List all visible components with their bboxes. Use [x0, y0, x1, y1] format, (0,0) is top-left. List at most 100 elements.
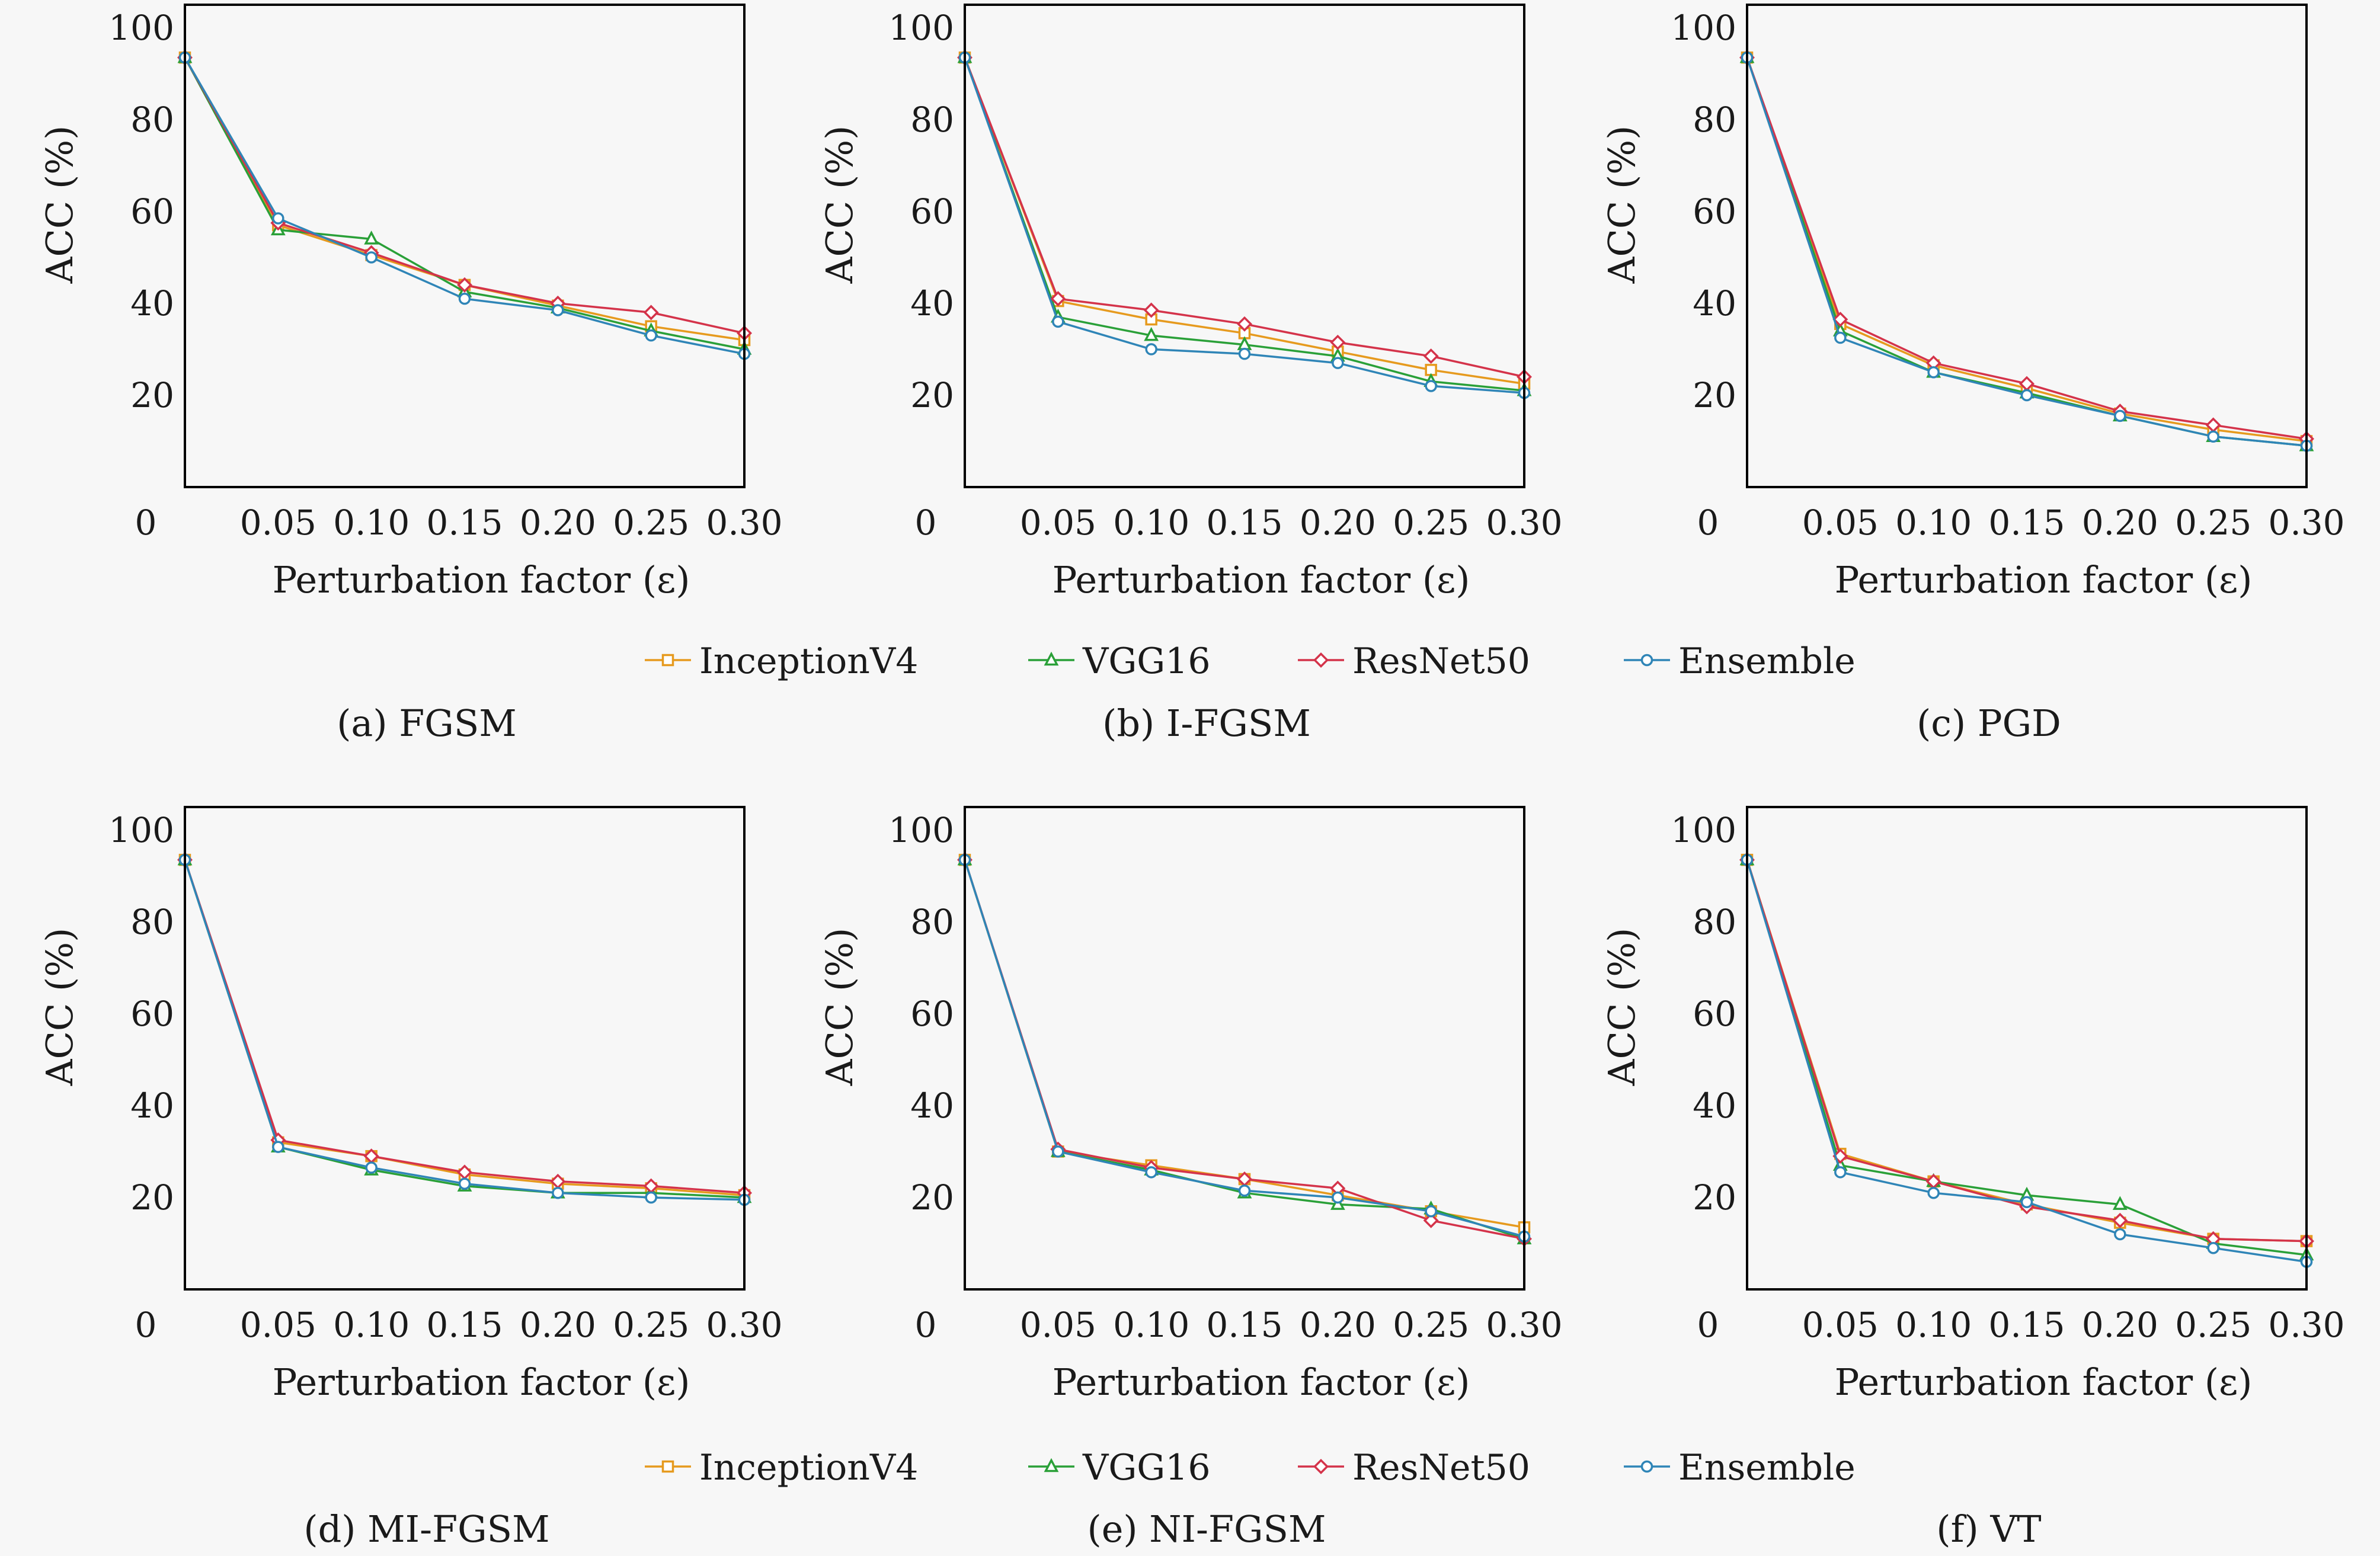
legend-item: Ensemble — [1624, 1447, 1856, 1488]
legend-marker — [661, 1460, 674, 1473]
legend-marker — [1313, 652, 1329, 668]
x-axis-label: Perturbation factor (ε) — [1053, 1360, 1470, 1404]
legend-label: Ensemble — [1678, 1447, 1856, 1488]
x-axis-label: Perturbation factor (ε) — [273, 558, 690, 601]
legend-marker — [1640, 654, 1653, 667]
x-tick-label: 0.30 — [706, 1305, 782, 1345]
x-tick-label: 0.15 — [1206, 1305, 1282, 1345]
legend-label: ResNet50 — [1352, 641, 1530, 682]
data-point — [1832, 312, 1848, 328]
data-point — [552, 1186, 564, 1199]
data-point — [458, 292, 471, 305]
data-point — [1052, 315, 1064, 328]
chart-panel: 20 40 60 80 100 0 0.05 0.10 0.15 0.20 0.25 0.30 Pert… — [38, 4, 783, 745]
series-group — [178, 51, 751, 360]
chart-panel: 20 40 60 80 100 0 0.05 0.10 0.15 0.20 0.25 0.30 Pert… — [38, 806, 783, 1551]
x-tick-label: 0.10 — [1113, 502, 1189, 543]
data-point — [1050, 291, 1066, 307]
data-point — [1237, 316, 1252, 332]
data-point — [1332, 357, 1344, 369]
plot-frame — [1746, 4, 2308, 488]
y-axis-label: ACC (%) — [1600, 126, 1643, 284]
legend-item: ResNet50 — [1298, 641, 1530, 682]
series-group — [178, 853, 751, 1202]
x-tick-label: 0 — [915, 1305, 937, 1345]
y-tick-label: 60 — [910, 994, 954, 1034]
data-point — [365, 251, 378, 264]
y-tick-label: 60 — [1693, 994, 1736, 1034]
data-point — [2112, 1212, 2128, 1228]
legend: InceptionV4 VGG16 ResNet50 Ensemble — [645, 1447, 1856, 1488]
legend-item: VGG16 — [1028, 1447, 1211, 1488]
x-tick-label: 0.20 — [520, 1305, 596, 1345]
plot-frame — [964, 806, 1525, 1291]
y-tick-label: 60 — [1693, 191, 1736, 232]
y-tick-label: 80 — [910, 100, 954, 140]
data-point — [457, 277, 472, 293]
y-tick-label: 80 — [1693, 100, 1736, 140]
x-tick-label: 0.25 — [613, 502, 689, 543]
series-group — [957, 49, 1532, 396]
x-tick-label: 0 — [135, 1305, 157, 1345]
legend-label: InceptionV4 — [699, 641, 918, 682]
x-tick-label: 0.20 — [520, 502, 596, 543]
data-point — [272, 1141, 284, 1153]
panel-caption: (e) NI-FGSM — [1087, 1507, 1326, 1551]
chart-panel: 20 40 60 80 100 0 0.05 0.10 0.15 0.20 0.25 0.30 Pert… — [1600, 806, 2345, 1551]
y-axis-label: ACC (%) — [818, 126, 861, 284]
series-group — [177, 852, 752, 1201]
x-tick-label: 0.20 — [2082, 1305, 2158, 1345]
y-tick-label: 80 — [910, 902, 954, 942]
data-point — [1927, 1186, 1940, 1199]
series-group — [1739, 50, 2314, 447]
y-tick-label: 100 — [1671, 8, 1736, 48]
legend-label: Ensemble — [1678, 641, 1856, 682]
x-tick-label: 0.15 — [1988, 1305, 2065, 1345]
y-tick-label: 40 — [130, 1086, 174, 1126]
x-tick-label: 0.30 — [706, 502, 782, 543]
x-tick-label: 0 — [915, 502, 937, 543]
data-point — [1238, 1184, 1251, 1197]
plot-frame — [184, 4, 746, 488]
x-tick-label: 0.05 — [1020, 1305, 1096, 1345]
data-point — [458, 1177, 471, 1190]
y-tick-label: 20 — [130, 1177, 174, 1218]
x-tick-label: 0 — [135, 502, 157, 543]
panel-caption: (c) PGD — [1917, 702, 2061, 745]
data-point — [365, 1161, 378, 1174]
data-point — [2207, 1241, 2219, 1254]
x-tick-label: 0 — [1697, 502, 1719, 543]
data-point — [1237, 336, 1252, 350]
data-point — [552, 304, 564, 316]
panel-caption: (a) FGSM — [337, 702, 517, 745]
x-tick-label: 0.10 — [333, 1305, 410, 1345]
legend-marker — [661, 654, 674, 667]
data-point — [645, 1191, 657, 1204]
x-tick-label: 0.10 — [333, 502, 410, 543]
series-group — [177, 851, 752, 1203]
data-point — [1332, 1191, 1344, 1204]
x-tick-label: 0.25 — [1393, 502, 1469, 543]
x-tick-label: 0.20 — [1300, 502, 1376, 543]
series-line — [184, 859, 745, 1201]
data-point — [364, 230, 379, 245]
y-tick-label: 100 — [1671, 810, 1736, 850]
y-tick-label: 100 — [888, 810, 954, 850]
x-axis-label: Perturbation factor (ε) — [1053, 558, 1470, 601]
y-tick-label: 40 — [1693, 283, 1736, 324]
y-tick-label: 100 — [888, 8, 954, 48]
data-point — [1143, 302, 1159, 318]
x-tick-label: 0.25 — [2175, 502, 2251, 543]
legend-label: VGG16 — [1082, 1447, 1211, 1488]
x-tick-label: 0.30 — [1486, 1305, 1562, 1345]
data-point — [1238, 347, 1251, 360]
x-axis-label: Perturbation factor (ε) — [1835, 1360, 2253, 1404]
x-tick-label: 0.10 — [1895, 1305, 1972, 1345]
legend-item: VGG16 — [1028, 641, 1211, 682]
data-point — [1425, 1205, 1437, 1218]
data-point — [1145, 343, 1157, 356]
y-tick-label: 60 — [130, 994, 174, 1034]
legend-marker — [1044, 651, 1059, 666]
x-tick-label: 0.30 — [1486, 502, 1562, 543]
